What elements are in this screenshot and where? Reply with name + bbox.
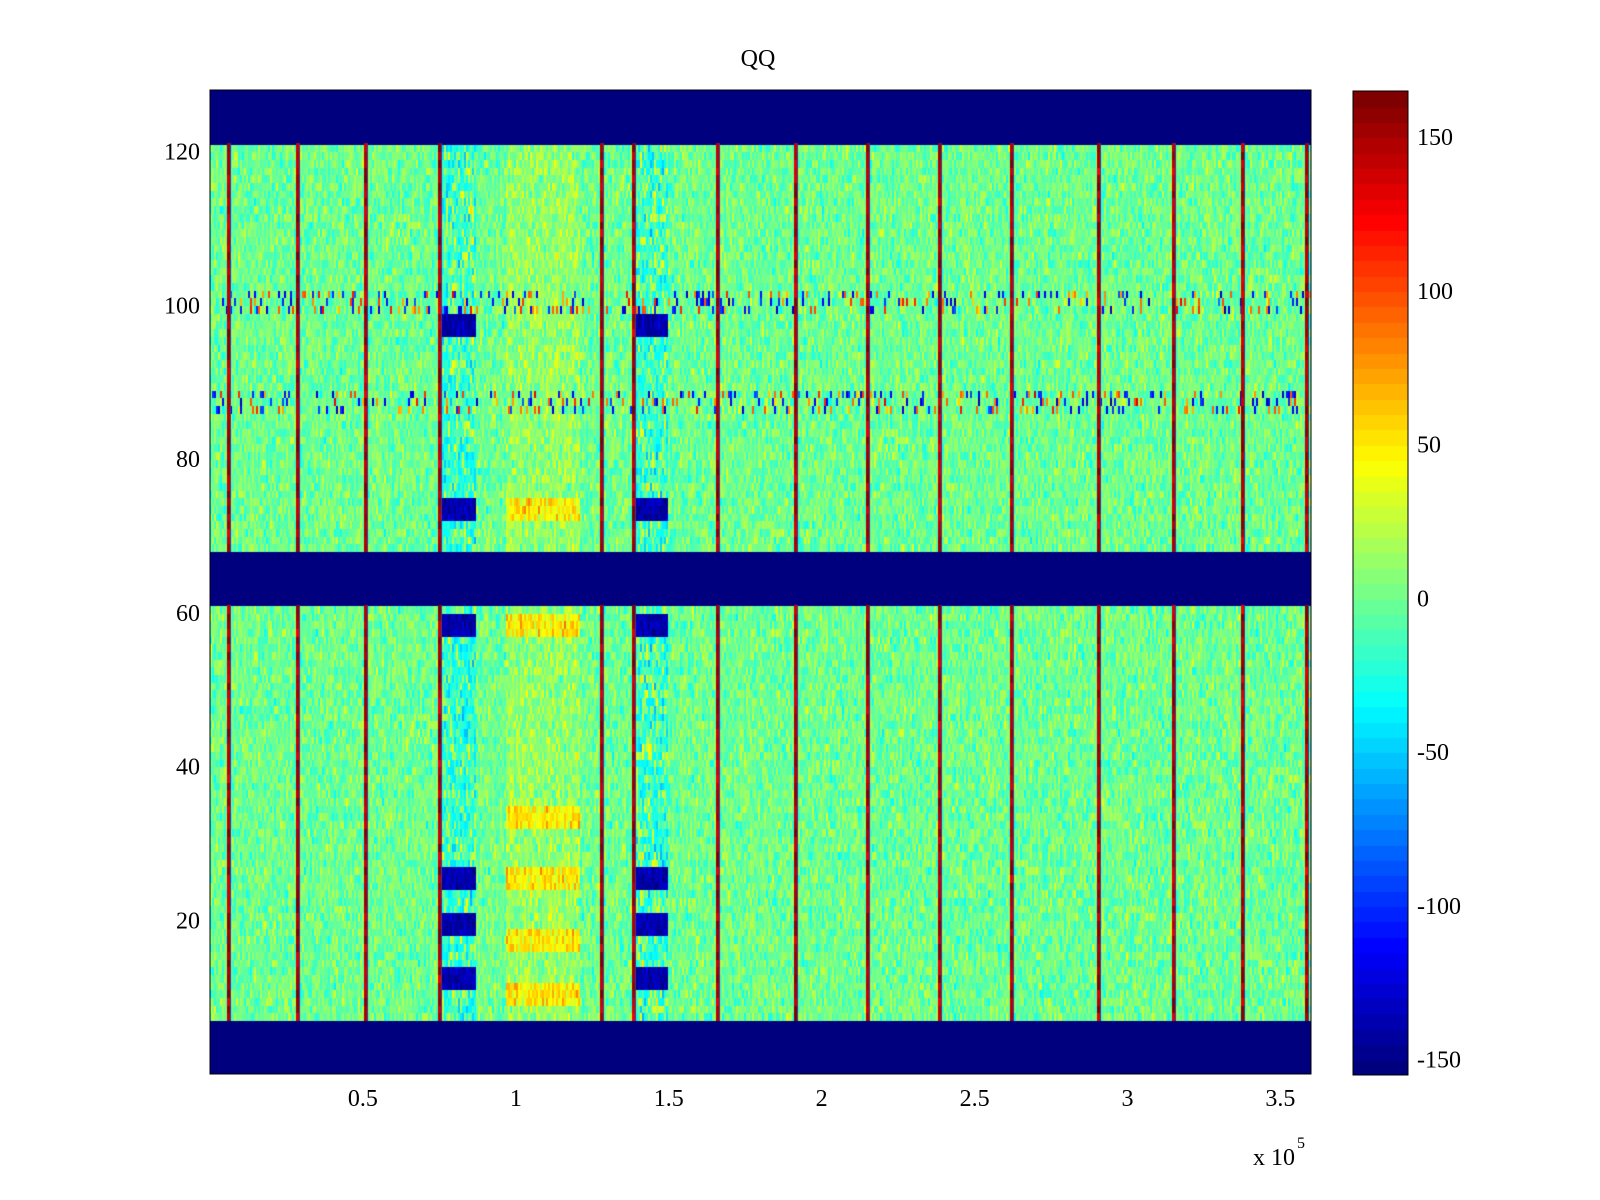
x-axis-multiplier-exponent: 5 (1297, 1135, 1305, 1152)
x-axis-multiplier: x 10 (1253, 1145, 1295, 1171)
y-tick-label-2: 60 (176, 601, 200, 627)
colorbar-tick-label-5: -100 (1417, 894, 1461, 920)
colorbar (1353, 91, 1408, 1075)
x-tick-label-4: 2.5 (960, 1086, 990, 1112)
colorbar-tick-label-4: -50 (1417, 740, 1449, 766)
colorbar-ticks: 150 100 50 0 -50 -100 -150 (1353, 125, 1461, 1074)
x-tick-label-5: 3 (1122, 1086, 1134, 1112)
y-tick-label-4: 100 (164, 293, 200, 319)
y-axis-ticks: 20 40 60 80 100 120 (164, 140, 1311, 934)
colorbar-tick-label-1: 100 (1417, 279, 1453, 305)
colorbar-tick-label-2: 50 (1417, 433, 1441, 459)
x-tick-label-2: 1.5 (654, 1086, 684, 1112)
colorbar-tick-label-3: 0 (1417, 586, 1429, 612)
y-tick-label-5: 120 (164, 140, 200, 166)
y-tick-label-0: 20 (176, 908, 200, 934)
y-tick-label-3: 80 (176, 447, 200, 473)
x-tick-label-0: 0.5 (348, 1086, 378, 1112)
x-tick-label-6: 3.5 (1265, 1086, 1295, 1112)
chart-title: QQ (741, 46, 776, 72)
heatmap-plot-area (210, 90, 1311, 1074)
x-tick-label-1: 1 (510, 1086, 522, 1112)
colorbar-tick-label-6: -150 (1417, 1048, 1461, 1074)
colorbar-tick-label-0: 150 (1417, 125, 1453, 151)
y-tick-label-1: 40 (176, 755, 200, 781)
x-tick-label-3: 2 (816, 1086, 828, 1112)
